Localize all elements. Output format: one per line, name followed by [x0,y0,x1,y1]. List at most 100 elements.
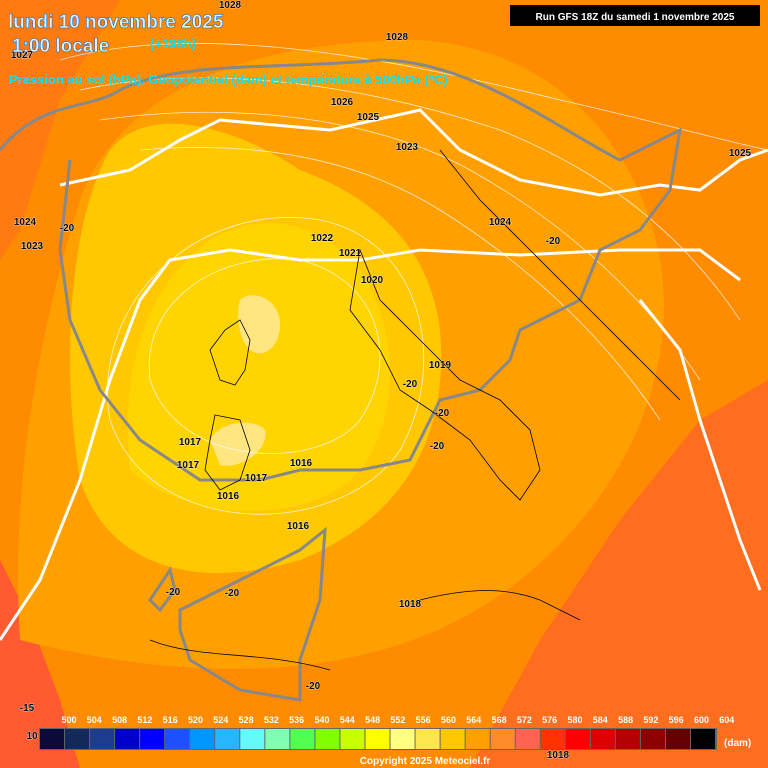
colorbar-label: 508 [112,715,127,725]
colorbar-swatch [390,729,415,749]
contour-label: -20 [546,236,561,247]
colorbar-swatch [65,729,90,749]
contour-label: -20 [225,588,240,599]
warm-zone [470,380,768,768]
contour-label: 1028 [386,32,409,43]
lead-time: (+198h) [150,36,196,51]
colorbar-swatch [415,729,440,749]
contour-label: 1024 [489,217,512,228]
run-box [510,5,760,26]
colorbar-swatch [565,729,590,749]
contour-label: 1017 [179,437,202,448]
colorbar-label: 540 [314,715,329,725]
colorbar-swatch [490,729,515,749]
colorbar-swatch [340,729,365,749]
colorbar-swatch [215,729,240,749]
colorbar-label: 528 [239,715,254,725]
contour-label: 1016 [290,458,313,469]
colorbar-label: 596 [669,715,684,725]
contour-minus20 [0,58,682,482]
contour-label: 1027 [11,50,34,61]
contour-label: 1017 [177,460,200,471]
contour-label: 10 [26,731,38,742]
contour-label: 1023 [21,241,44,252]
colorbar-swatch [265,729,290,749]
colorbar-swatch [640,729,665,749]
colorbar-label: 588 [618,715,633,725]
colorbar-swatch [240,729,265,749]
colorbar-label: 584 [593,715,608,725]
contour-label: 1025 [729,148,752,159]
contour-label: 1024 [14,217,37,228]
title: lundi 10 novembre 2025 [8,12,224,33]
contour-label: 1016 [217,491,240,502]
colorbar-label: 604 [719,715,734,725]
colorbar-swatch [440,729,465,749]
colorbar-swatch [315,729,340,749]
contour-label: -20 [166,587,181,598]
colorbar-swatch [165,729,190,749]
contour-label: 1026 [331,97,354,108]
colorbar-label: 524 [213,715,228,725]
colorbar-swatch [90,729,115,749]
zone-562 [127,223,391,512]
colorbar-label: 552 [390,715,405,725]
isotherm [59,108,768,197]
colorbar: 500 504 508 512 516 520 524 528 532 536 540 544 548 5… [39,715,734,750]
contour-label: -20 [306,681,321,692]
colorbar-swatch [290,729,315,749]
contour-label: -15 [20,703,35,714]
contour-label: 1028 [219,0,242,11]
colorbar-swatch [115,729,140,749]
contour-label: -20 [60,223,75,234]
colorbar-label: 504 [87,715,102,725]
colorbar-swatch [615,729,640,749]
contour-label: 1019 [429,360,452,371]
contour-label: 1016 [287,521,310,532]
contour-label: -20 [435,408,450,419]
contour-label: 1025 [357,112,380,123]
colorbar-swatch [140,729,165,749]
colorbar-label: 556 [416,715,431,725]
colorbar-label: 572 [517,715,532,725]
colorbar-label: 516 [163,715,178,725]
colorbar-label: 532 [264,715,279,725]
contour-label: -20 [430,441,445,452]
contour-label: 1022 [311,233,334,244]
subtitle: Pression au sol (hPa), Geopotentiel (dam… [9,72,448,87]
colorbar-label: 500 [61,715,76,725]
time: 1:00 locale [12,36,109,57]
colorbar-label: 544 [340,715,355,725]
isotherm [638,299,762,591]
colorbar-swatch [690,729,715,749]
copyright: Copyright 2025 Meteociel.fr [360,756,491,767]
colorbar-label: 548 [365,715,380,725]
colorbar-label: 580 [567,715,582,725]
contour-label: 1023 [396,142,419,153]
contour-label: 1021 [339,248,362,259]
colorbar-swatch [190,729,215,749]
contour-label: -20 [403,379,418,390]
warm-zone [0,0,120,260]
colorbar-swatch [365,729,390,749]
contour-label: 1018 [547,750,570,761]
colorbar-swatch [465,729,490,749]
isotherms [0,108,768,641]
colorbar-label: 568 [492,715,507,725]
contour-labels: 102810271028102610251023102510241023-201… [11,0,752,761]
run-info: Run GFS 18Z du samedi 1 novembre 2025 [536,12,735,23]
colorbar-label: 512 [137,715,152,725]
isobars [59,43,768,515]
colorbar-swatch [590,729,615,749]
colorbar-label: 564 [466,715,481,725]
colorbar-label: 520 [188,715,203,725]
colorbar-label: 576 [542,715,557,725]
colorbar-swatch [665,729,690,749]
colorbar-label: 560 [441,715,456,725]
coastlines [149,149,681,671]
colorbar-swatch [40,729,65,749]
colorbar-label: 536 [289,715,304,725]
colorbar-swatch [515,729,540,749]
colorbar-swatch [540,729,565,749]
contour-label: 1020 [361,275,384,286]
